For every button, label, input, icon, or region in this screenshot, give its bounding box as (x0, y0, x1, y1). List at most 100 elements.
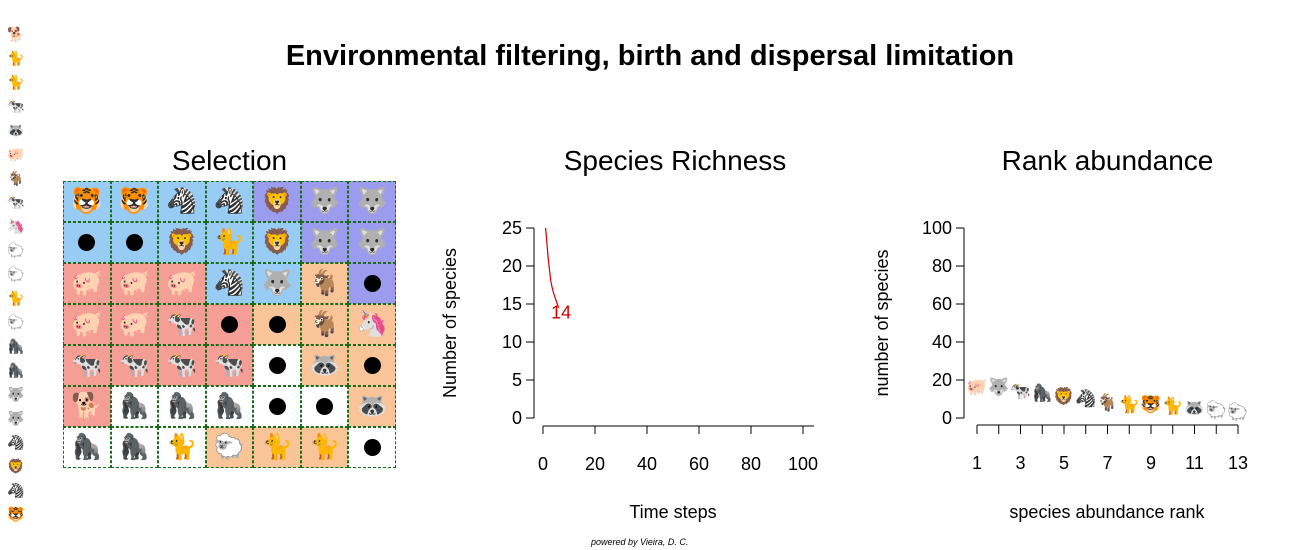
x-axis-label: species abundance rank (1009, 502, 1205, 522)
richness-line (545, 227, 560, 308)
grid-cell: 🐺 (348, 181, 396, 222)
x-tick-label: 40 (637, 454, 657, 474)
grid-cell: 🦝 (300, 345, 349, 386)
grid-cell (253, 304, 301, 345)
species-icon: 🦁 (166, 228, 198, 256)
credit-text: powered by Vieira, D. C. (591, 537, 689, 547)
grid-cell: 🐈 (158, 427, 206, 468)
species-icon: 🦓 (166, 187, 198, 215)
x-tick-label: 13 (1228, 453, 1248, 473)
grid-cell: 🐑 (205, 427, 254, 468)
legend-species-icon: 🐺 (7, 410, 25, 426)
empty-site-dot (268, 316, 286, 333)
selection-grid: 🐯 🐯 🦓 🦓 🦁 🐺 🐺 🦁 🐈 🦁 🐺 🐺 🐖 🐖 🐖 🦓 🐺 🐐 🐖 🐖 🐄 🐐 🦄 🐄 🐄 🐄 🐄 🦝 🐕 🦍 🦍 🦍 🦝 🦍 🦍 🐈 🐑 🐈 🐈 (63, 181, 396, 468)
empty-site-dot (78, 234, 96, 251)
legend-species-icon: 🐄 (7, 98, 25, 114)
grid-cell: 🦝 (348, 386, 396, 427)
legend-species-icon: 🐐 (7, 170, 25, 186)
main-title: Environmental filtering, birth and dispe… (285, 40, 1015, 72)
rank-title: Rank abundance (1001, 145, 1214, 176)
grid-cell: 🦁 (253, 222, 301, 263)
species-icon: 🐖 (118, 310, 150, 338)
grid-cell (300, 386, 349, 427)
grid-cell: 🦁 (253, 181, 301, 222)
species-icon: 🦁 (261, 187, 293, 215)
y-tick-label: 40 (932, 332, 952, 352)
y-tick-label: 80 (932, 256, 952, 276)
selection-title: Selection (171, 145, 288, 176)
grid-cell: 🐺 (300, 222, 349, 263)
x-tick-label: 7 (1102, 453, 1112, 473)
empty-site-dot (363, 357, 381, 374)
legend-species-icon: 🦝 (7, 122, 25, 138)
x-tick-label: 5 (1059, 453, 1069, 473)
grid-cell: 🦓 (205, 181, 254, 222)
legend-species-icon: 🦍 (7, 338, 25, 354)
grid-cell: 🐄 (205, 345, 254, 386)
grid-cell (205, 304, 254, 345)
grid-cell: 🐈 (205, 222, 254, 263)
grid-cell: 🐖 (158, 263, 206, 304)
species-icon: 🐺 (309, 228, 341, 256)
species-icon: 🐈 (166, 433, 198, 461)
species-icon: 🐐 (309, 269, 341, 297)
species-icon: 🐄 (166, 351, 198, 379)
species-icon: 🦄 (356, 310, 388, 338)
y-tick-label: 20 (932, 370, 952, 390)
species-icon: 🐈 (309, 433, 341, 461)
species-icon: 🦁 (261, 228, 293, 256)
legend-species-icon: 🐯 (7, 506, 25, 522)
species-icon: 🦝 (356, 392, 388, 420)
grid-cell: 🐈 (300, 427, 349, 468)
legend-species-icon: 🐑 (7, 266, 25, 282)
legend-species-icon: 🐈 (7, 74, 25, 90)
grid-cell (253, 386, 301, 427)
legend-species-icon: 🦓 (7, 434, 25, 450)
x-axis-label: Time steps (629, 502, 716, 522)
grid-cell: 🐖 (63, 304, 111, 345)
species-icon: 🦍 (166, 392, 198, 420)
grid-cell: 🦄 (348, 304, 396, 345)
empty-site-dot (316, 398, 334, 415)
species-icon: 🐖 (118, 269, 150, 297)
species-icon: 🦍 (118, 433, 150, 461)
species-icon: 🐐 (309, 310, 341, 338)
species-icon: 🐺 (309, 187, 341, 215)
grid-cell (253, 345, 301, 386)
legend-species-icon: 🐺 (7, 386, 25, 402)
empty-site-dot (363, 439, 381, 456)
species-icon: 🐖 (71, 310, 103, 338)
x-tick-label: 1 (972, 453, 982, 473)
y-tick-label: 5 (512, 370, 522, 390)
grid-cell: 🦍 (110, 386, 159, 427)
y-tick-label: 0 (942, 408, 952, 428)
x-tick-label: 9 (1146, 453, 1156, 473)
species-icon: 🦍 (118, 392, 150, 420)
grid-cell: 🐯 (110, 181, 159, 222)
species-icon: 🐈 (213, 228, 246, 256)
grid-cell: 🦍 (63, 427, 111, 468)
species-icon: 🐺 (356, 228, 388, 256)
species-icon: 🐑 (213, 433, 246, 461)
species-icon: 🐄 (166, 310, 198, 338)
empty-site-dot (363, 275, 381, 292)
rank-point: 🦁 (1053, 386, 1074, 406)
y-tick-label: 10 (502, 332, 522, 352)
richness-title: Species Richness (563, 145, 787, 176)
grid-cell: 🦍 (110, 427, 159, 468)
legend-species-icon: 🦁 (7, 458, 25, 474)
grid-cell: 🦓 (205, 263, 254, 304)
y-axis-label: Number of species (440, 248, 460, 398)
x-tick-label: 100 (788, 454, 818, 474)
grid-cell: 🐺 (253, 263, 301, 304)
grid-cell: 🐺 (348, 222, 396, 263)
species-icon: 🦝 (309, 351, 341, 379)
y-tick-label: 100 (922, 218, 952, 238)
x-tick-label: 60 (689, 454, 709, 474)
rank-point: 🐯 (1140, 394, 1161, 414)
species-icon: 🐺 (261, 269, 293, 297)
grid-cell: 🐈 (253, 427, 301, 468)
legend-species-icon: 🐈 (7, 290, 25, 306)
legend-species-icon: 🐖 (7, 146, 25, 162)
